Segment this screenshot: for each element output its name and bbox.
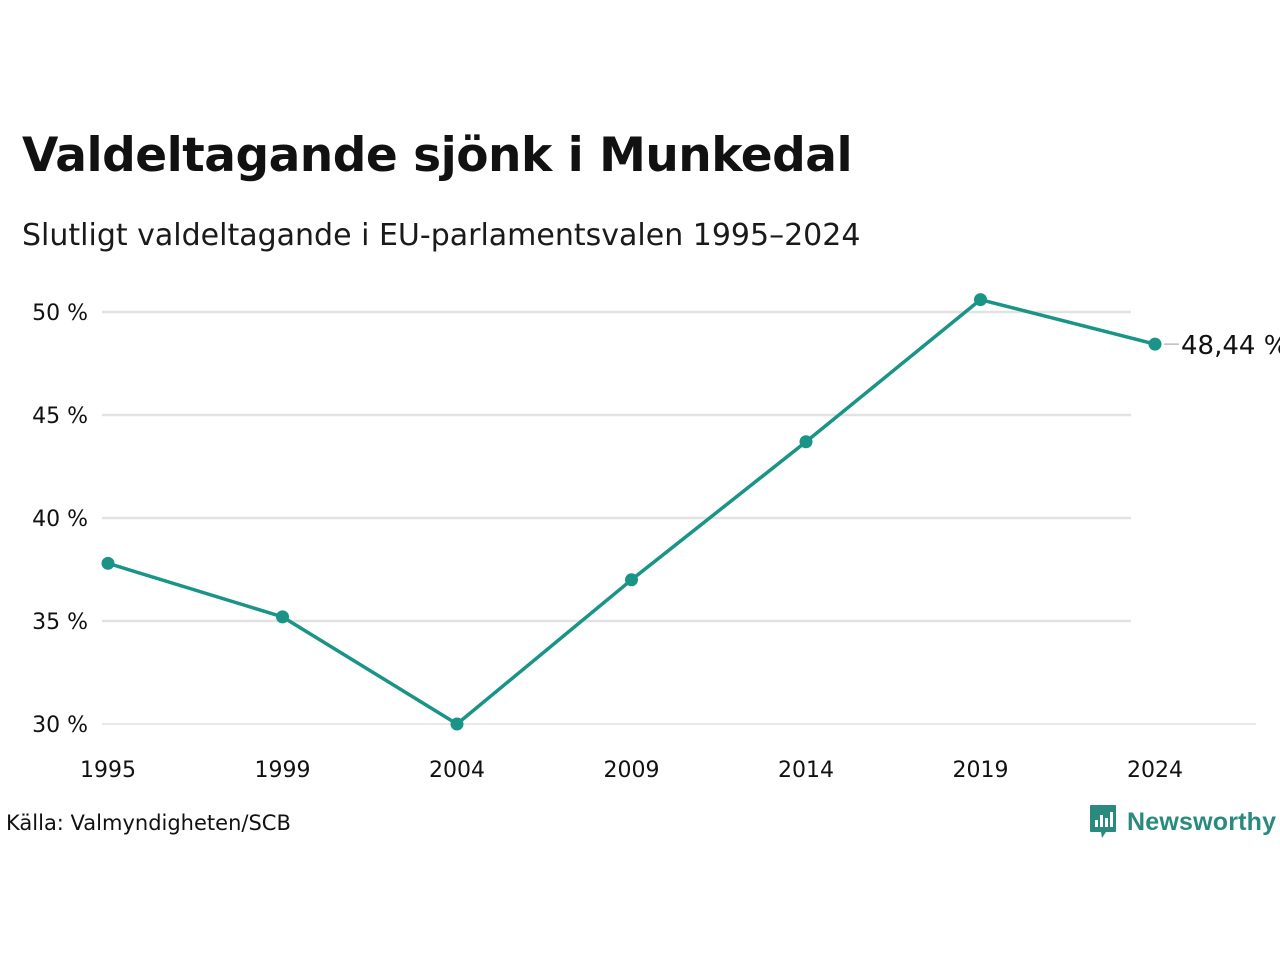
x-tick-label: 1999 bbox=[255, 758, 311, 783]
x-axis-tick-labels: 1995 1999 2004 2009 2014 2019 2024 bbox=[80, 758, 1183, 783]
end-value-label: 48,44 % bbox=[1181, 331, 1280, 361]
data-point bbox=[1148, 337, 1162, 351]
data-point bbox=[625, 573, 638, 587]
x-tick-label: 2004 bbox=[429, 758, 485, 783]
data-point bbox=[450, 717, 464, 731]
end-value-annotation: 48,44 % bbox=[1164, 331, 1280, 361]
bar-chart-speech-bubble-icon bbox=[1090, 805, 1116, 838]
x-tick-label: 1995 bbox=[80, 758, 136, 783]
y-tick-label: 35 % bbox=[32, 610, 88, 635]
data-point bbox=[799, 435, 813, 449]
x-tick-label: 2019 bbox=[953, 758, 1009, 783]
brand-logo: Newsworthy bbox=[1089, 804, 1276, 840]
y-tick-label: 45 % bbox=[32, 404, 88, 429]
x-tick-label: 2014 bbox=[778, 758, 834, 783]
brand-name: Newsworthy bbox=[1127, 807, 1277, 836]
x-tick-label: 2009 bbox=[604, 758, 660, 783]
data-point bbox=[101, 556, 115, 570]
y-tick-label: 30 % bbox=[32, 713, 88, 738]
data-point bbox=[974, 293, 987, 307]
chart-subtitle: Slutligt valdeltagande i EU-parlamentsva… bbox=[22, 218, 861, 253]
gridlines bbox=[102, 310, 1256, 725]
y-tick-label: 40 % bbox=[32, 507, 88, 532]
series-line bbox=[106, 297, 1157, 726]
y-axis-tick-labels: 30 % 35 % 40 % 45 % 50 % bbox=[32, 301, 88, 738]
x-tick-label: 2024 bbox=[1127, 758, 1183, 783]
data-series bbox=[101, 293, 1162, 731]
data-point bbox=[276, 610, 289, 624]
chart-title: Valdeltagande sjönk i Munkedal bbox=[22, 128, 853, 183]
source-note: Källa: Valmyndigheten/SCB bbox=[6, 811, 291, 835]
y-tick-label: 50 % bbox=[32, 301, 88, 326]
